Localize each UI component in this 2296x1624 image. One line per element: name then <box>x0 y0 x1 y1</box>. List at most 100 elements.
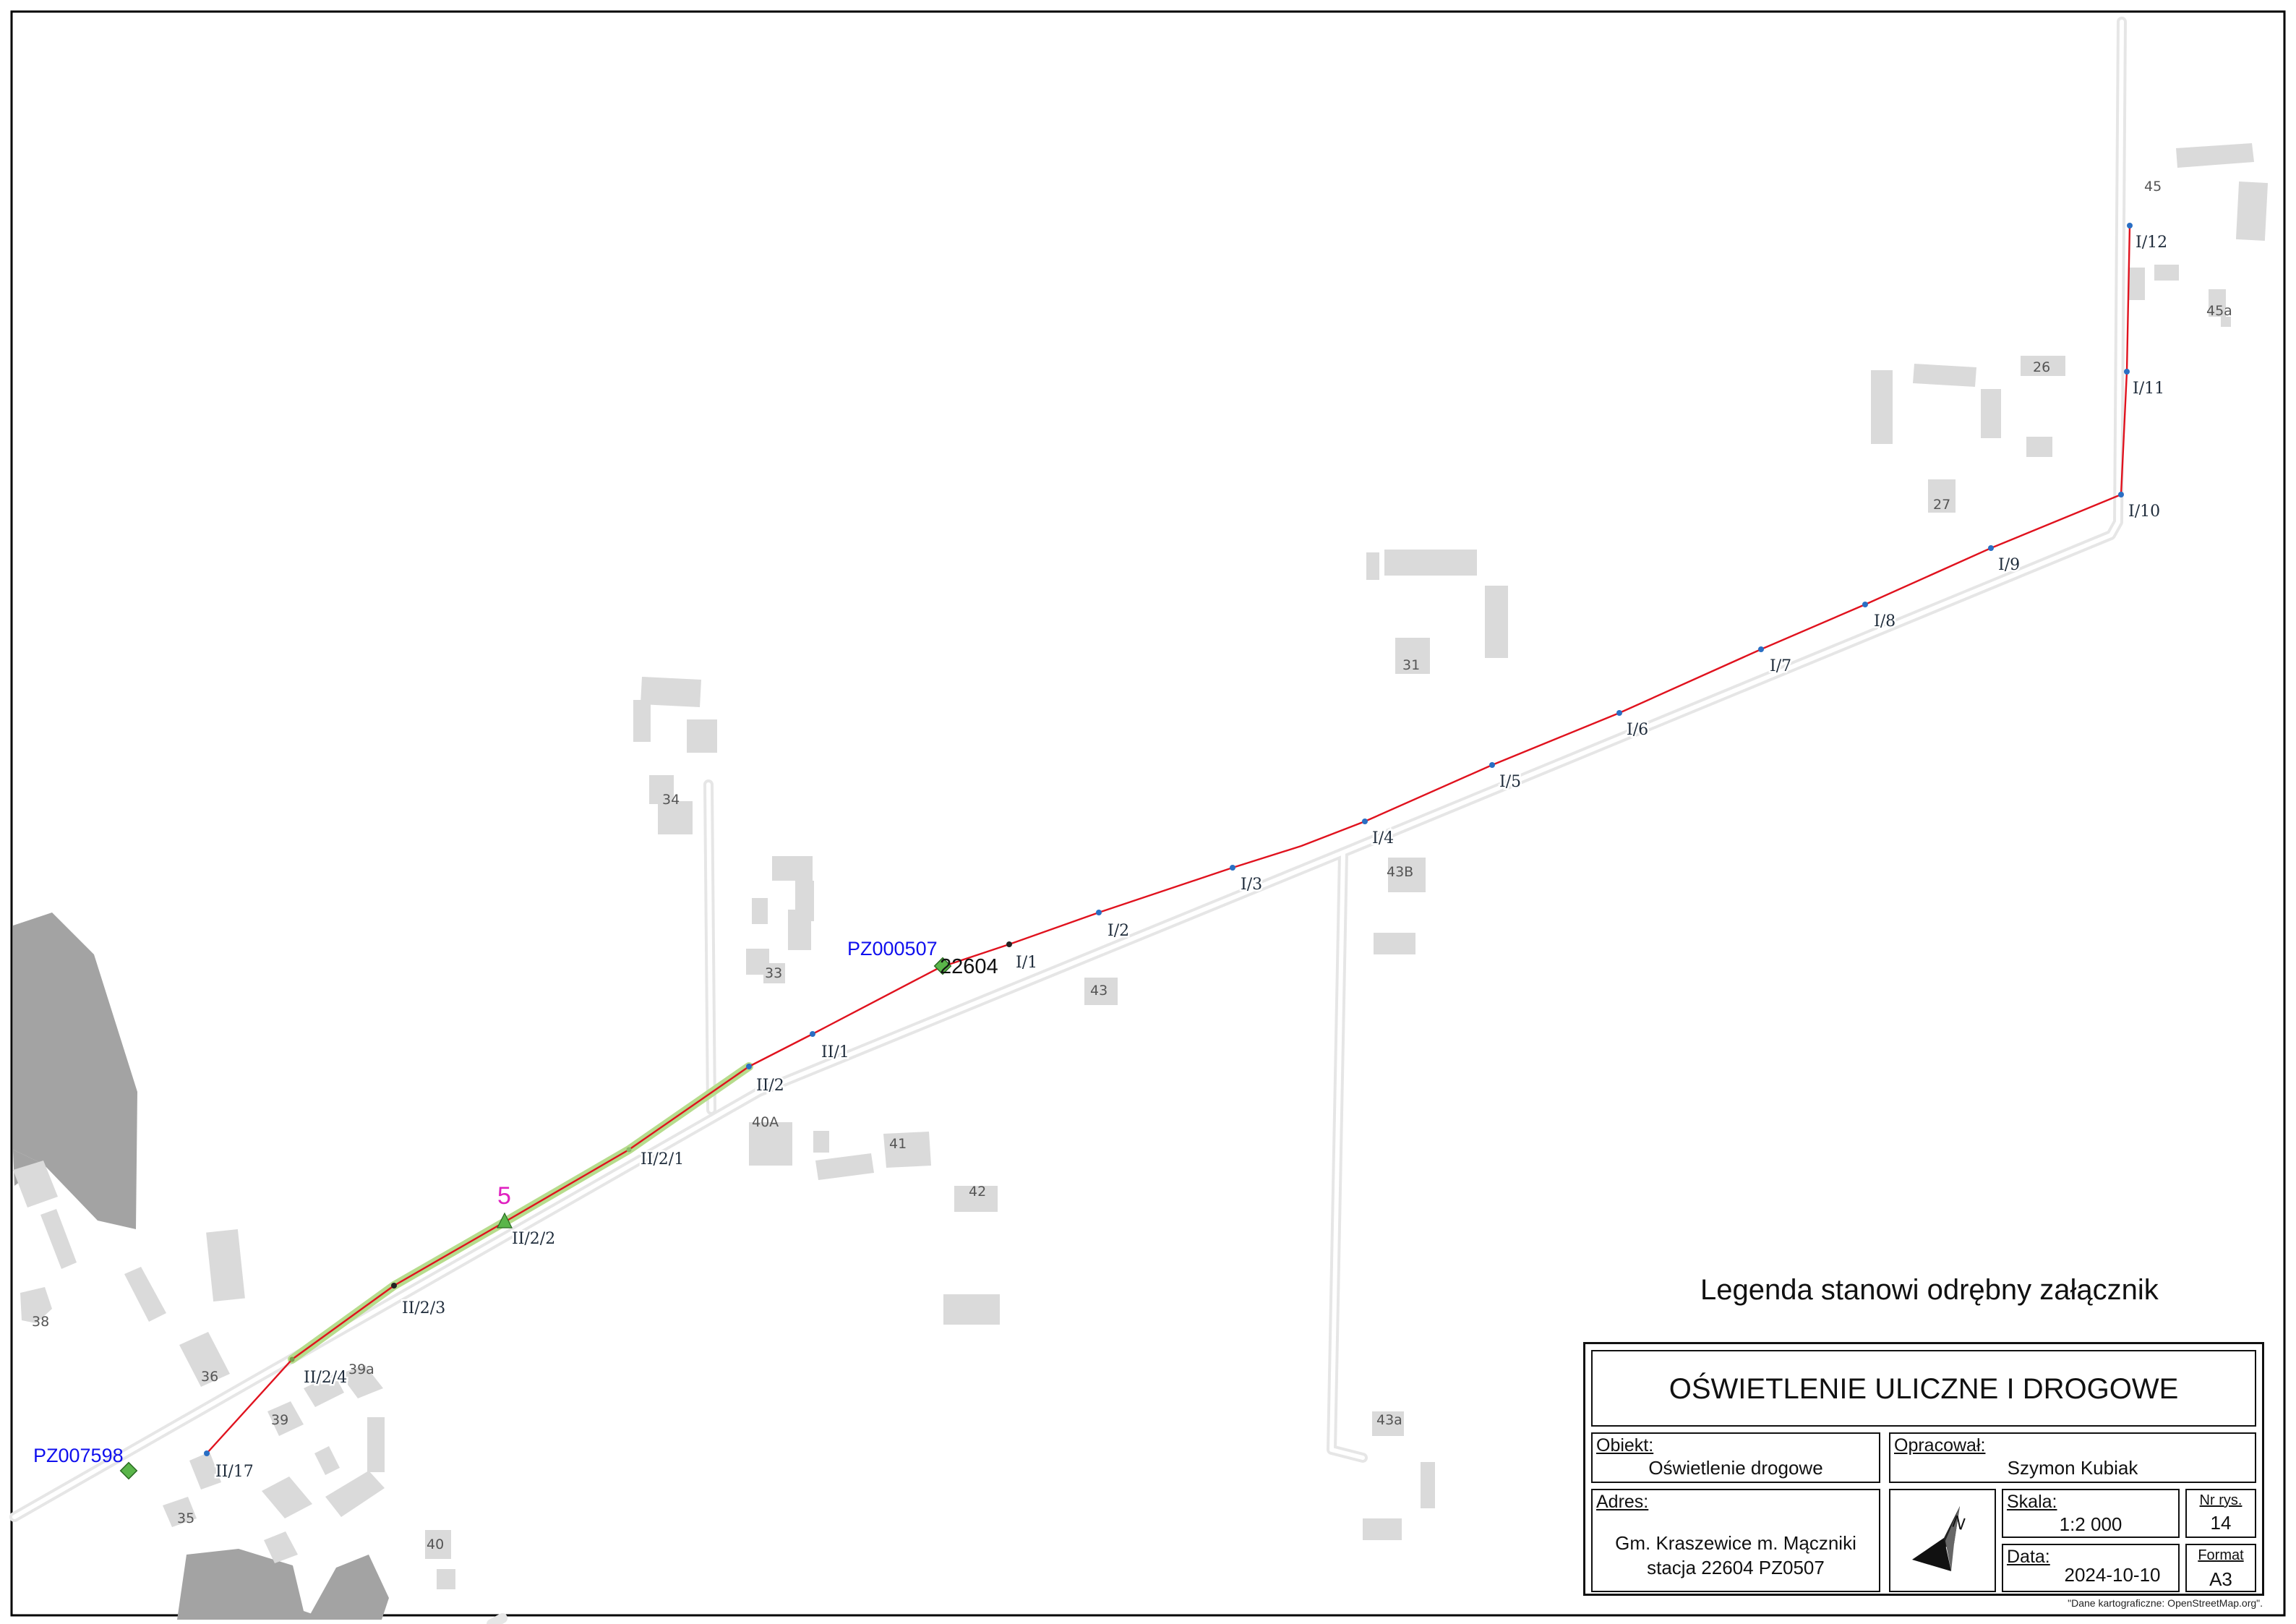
building-number: 35 <box>177 1510 194 1526</box>
opracowal-value: Szymon Kubiak <box>2007 1457 2138 1479</box>
pole-I-8[interactable] <box>1862 602 1868 607</box>
data-label: Data: <box>2007 1547 2050 1567</box>
pole-II-2[interactable] <box>746 1064 752 1069</box>
pole-label: II/17 <box>215 1463 254 1481</box>
title-cell: OŚWIETLENIE ULICZNE I DROGOWE <box>1591 1350 2256 1427</box>
opracowal-cell: Opracował: Szymon Kubiak <box>1889 1432 2256 1483</box>
building-number: 39 <box>271 1412 288 1428</box>
building-number: 43B <box>1387 864 1413 880</box>
pole-label: I/6 <box>1627 721 1648 739</box>
pole-I-12[interactable] <box>2127 223 2133 228</box>
pole-II-2-4[interactable] <box>289 1356 295 1362</box>
station-icon[interactable] <box>933 957 952 975</box>
pole-I-5[interactable] <box>1489 762 1495 768</box>
building-number: 40 <box>427 1537 444 1552</box>
pole-I-3[interactable] <box>1230 865 1235 871</box>
station-label: PZ000507 <box>847 938 938 960</box>
obiekt-label: Obiekt: <box>1596 1435 1654 1456</box>
pole-label: II/2 <box>756 1077 784 1095</box>
building-number: 27 <box>1933 497 1950 513</box>
building-number: 38 <box>32 1314 49 1330</box>
pole-II-2-1[interactable] <box>626 1147 632 1153</box>
stations: PZ000507 PZ007598 22604 <box>33 938 998 1480</box>
building-number: 43 <box>1090 983 1108 999</box>
pole-I-10[interactable] <box>2118 492 2124 497</box>
triangle-icon[interactable] <box>497 1212 513 1228</box>
building-number: 45a <box>2206 303 2232 319</box>
format-value: A3 <box>2209 1568 2232 1590</box>
adres-cell: Adres: Gm. Kraszewice m. Mączniki stacja… <box>1591 1489 1880 1592</box>
pole-labels: I/1 I/2 I/3 I/4 I/5 I/6 I/7 I/8 I/9 I/10… <box>214 232 2169 1483</box>
skala-label: Skala: <box>2007 1492 2057 1512</box>
skala-cell: Skala: 1:2 000 <box>2002 1489 2180 1538</box>
data-value: 2024-10-10 <box>2064 1564 2161 1586</box>
pole-I-11[interactable] <box>2124 369 2130 375</box>
pole-label: I/12 <box>2136 234 2167 252</box>
building-number: 43a <box>1376 1412 1402 1428</box>
station-label: PZ007598 <box>33 1445 124 1466</box>
pole-I-6[interactable] <box>1616 710 1622 716</box>
pole-label: I/4 <box>1372 829 1394 847</box>
pole-label: I/8 <box>1874 612 1896 631</box>
forest-areas <box>13 913 389 1620</box>
pole-label: I/3 <box>1241 876 1262 894</box>
north-arrow-icon: N <box>1912 1506 1969 1571</box>
buildings <box>13 143 2269 1589</box>
map-data-credit: "Dane kartograficzne: OpenStreetMap.org"… <box>2068 1597 2263 1609</box>
building-number: 33 <box>765 965 782 981</box>
nr-cell: Nr rys. 14 <box>2185 1489 2256 1538</box>
pole-label: I/9 <box>1998 556 2020 574</box>
building-numbers: 45 45a 26 27 31 34 33 43B 43 40A 41 42 4… <box>32 179 2232 1552</box>
building-number: 39a <box>348 1362 374 1377</box>
drawing-title: OŚWIETLENIE ULICZNE I DROGOWE <box>1669 1373 2179 1405</box>
north-arrow-cell: N <box>1889 1489 1996 1592</box>
building-number: 36 <box>201 1369 218 1385</box>
pole-label: I/7 <box>1770 657 1791 675</box>
pole-II-2-3[interactable] <box>391 1283 397 1288</box>
pole-label: II/2/4 <box>304 1369 347 1387</box>
format-cell: Format A3 <box>2185 1544 2256 1592</box>
nr-label: Nr rys. <box>2199 1492 2243 1508</box>
poles <box>204 223 2133 1456</box>
pole-II-1[interactable] <box>810 1031 815 1037</box>
adres-line-2: stacja 22604 PZ0507 <box>1647 1557 1825 1578</box>
marker-label: 5 <box>497 1182 511 1210</box>
adres-label: Adres: <box>1596 1492 1649 1512</box>
legend-note: Legenda stanowi odrębny załącznik <box>1700 1274 2159 1306</box>
title-block: OŚWIETLENIE ULICZNE I DROGOWE Obiekt: Oś… <box>1583 1342 2264 1596</box>
pole-label: II/2/2 <box>512 1230 555 1248</box>
opracowal-label: Opracował: <box>1894 1435 1986 1456</box>
pole-label: II/1 <box>821 1043 849 1061</box>
skala-value: 1:2 000 <box>2059 1513 2122 1535</box>
pole-junction[interactable] <box>1006 941 1012 947</box>
building-number: 26 <box>2033 359 2050 375</box>
pole-label: I/2 <box>1108 922 1129 940</box>
building-number: 42 <box>969 1184 986 1200</box>
adres-line-1: Gm. Kraszewice m. Mączniki <box>1615 1532 1856 1554</box>
data-cell: Data: 2024-10-10 <box>2002 1544 2180 1592</box>
building-number: 41 <box>889 1136 907 1152</box>
marker-5: 5 <box>497 1182 513 1228</box>
format-label: Format <box>2198 1547 2244 1563</box>
pole-I-7[interactable] <box>1758 646 1764 652</box>
station-icon[interactable] <box>119 1461 138 1480</box>
nr-value: 14 <box>2210 1512 2232 1534</box>
building-number: 45 <box>2144 179 2162 195</box>
pole-label: I/1 <box>1016 954 1037 972</box>
pole-label: II/2/3 <box>402 1299 445 1317</box>
pole-label: I/10 <box>2128 503 2160 521</box>
pole-I-4[interactable] <box>1362 819 1368 824</box>
building-number: 40A <box>752 1114 779 1130</box>
pole-II-17[interactable] <box>204 1450 210 1456</box>
pole-label: I/11 <box>2133 380 2164 398</box>
station-number: 22604 <box>940 955 998 978</box>
north-letter: N <box>1950 1512 1969 1534</box>
building-number: 31 <box>1402 657 1420 673</box>
obiekt-value: Oświetlenie drogowe <box>1648 1457 1823 1479</box>
obiekt-cell: Obiekt: Oświetlenie drogowe <box>1591 1432 1880 1483</box>
pole-I-9[interactable] <box>1988 545 1994 551</box>
building-number: 34 <box>662 792 680 808</box>
pole-label: I/5 <box>1499 773 1521 791</box>
pole-I-2[interactable] <box>1096 910 1102 915</box>
